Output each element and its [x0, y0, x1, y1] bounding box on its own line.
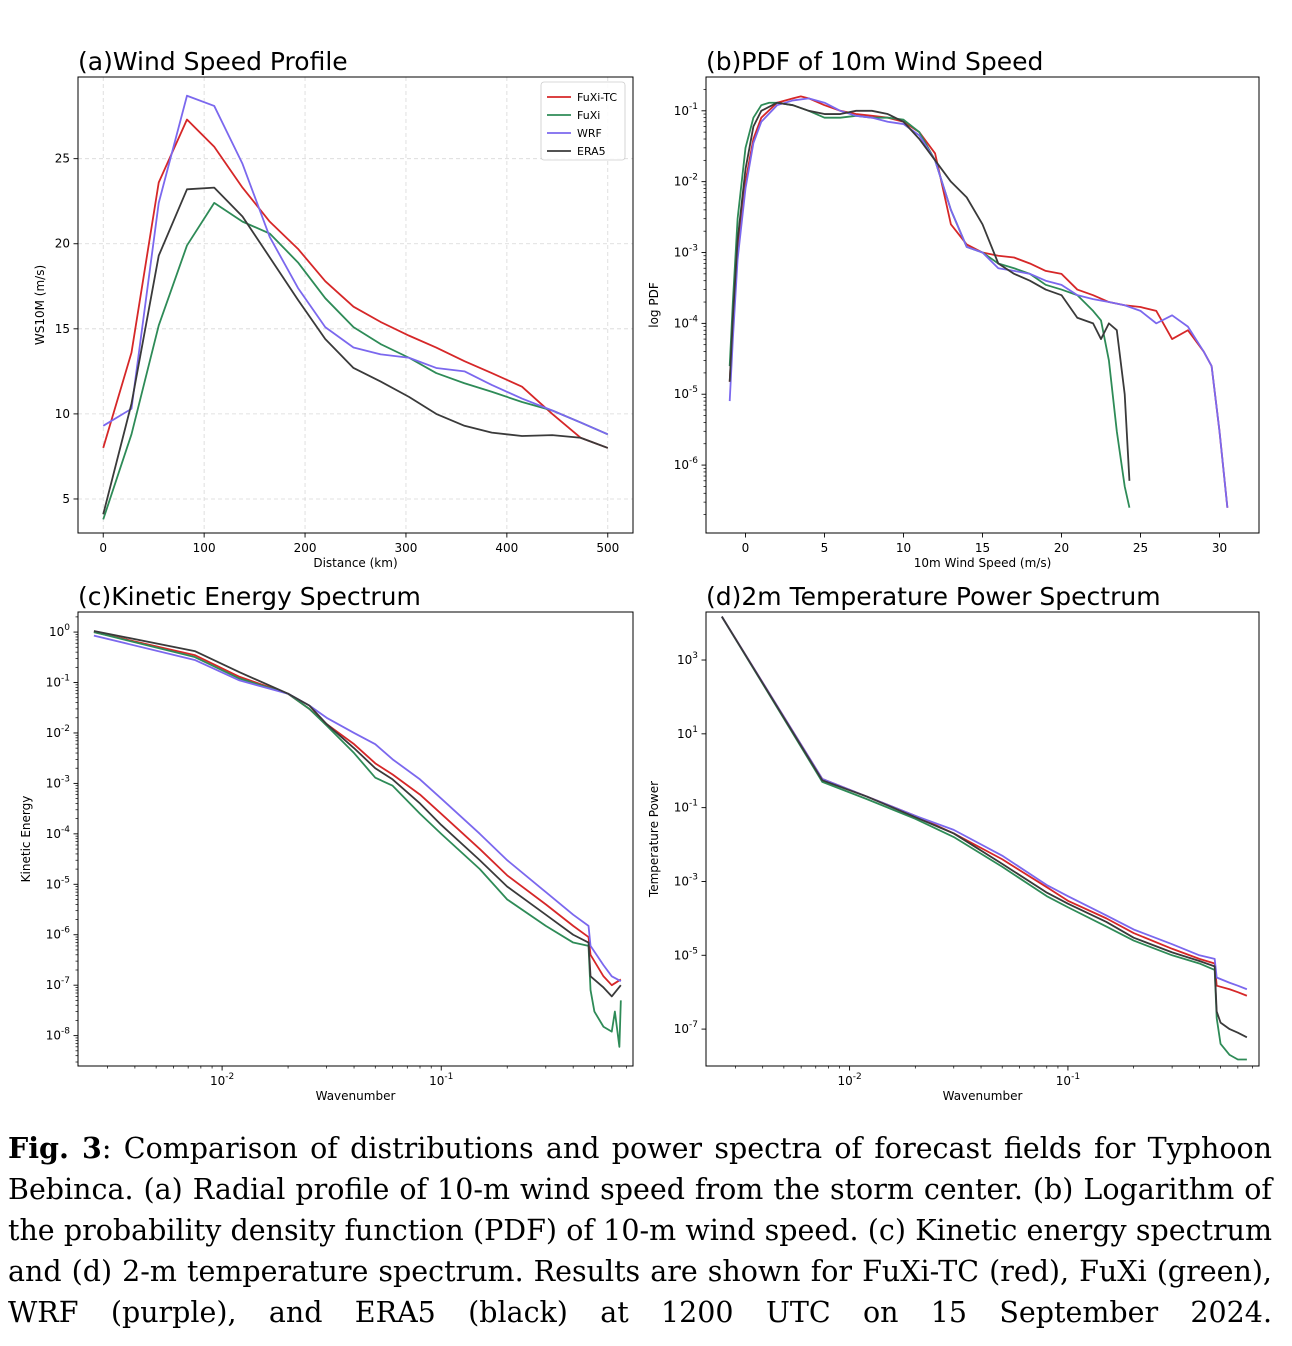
- panel-title-c: (c)Kinetic Energy Spectrum: [78, 582, 421, 611]
- legend-label-fuxi-tc: FuXi-TC: [577, 91, 617, 104]
- series-d-era5: [721, 616, 1248, 1039]
- xtick-label-d-1: 10-1: [1056, 1072, 1080, 1088]
- xtick-label-b-6: 30: [1212, 541, 1227, 555]
- series-d-fuxi-tc: [721, 616, 1248, 997]
- ytick-label-a-0: 5: [62, 492, 70, 506]
- ytick-label-c-8: 100: [49, 623, 70, 639]
- legend-box-a: [540, 81, 626, 161]
- series-c-fuxi: [93, 631, 622, 1048]
- series-d-fuxi: [721, 616, 1247, 1061]
- xtick-label-d-0: 10-2: [837, 1072, 861, 1088]
- ytick-label-c-3: 10-5: [46, 875, 70, 891]
- ytick-label-b-5: 10-1: [674, 102, 698, 118]
- xtick-label-b-2: 10: [896, 541, 911, 555]
- xtick-label-a-0: 0: [99, 541, 107, 555]
- ytick-label-b-0: 10-6: [674, 456, 699, 472]
- caption-text: : Comparison of distributions and power …: [8, 1132, 1272, 1329]
- legend-a: FuXi-TC FuXi WRF ERA5: [540, 81, 626, 161]
- ytick-label-a-4: 25: [55, 152, 70, 166]
- panel-a: (a)Wind Speed Profile 0 100 200 300 400 500 5 10…: [33, 47, 634, 570]
- xtick-label-a-1: 100: [193, 541, 216, 555]
- series-a-era5: [102, 186, 609, 515]
- plot-frame-b: [705, 76, 1260, 534]
- panel-title-b: (b)PDF of 10m Wind Speed: [706, 47, 1043, 76]
- xlabel-c: Wavenumber: [316, 1089, 396, 1103]
- ytick-label-d-4: 101: [677, 725, 698, 741]
- ytick-label-b-1: 10-5: [674, 385, 698, 401]
- ytick-label-c-5: 10-3: [46, 774, 70, 790]
- legend-label-era5: ERA5: [577, 145, 606, 158]
- xtick-label-b-5: 25: [1133, 541, 1148, 555]
- legend-label-fuxi: FuXi: [577, 109, 600, 122]
- plot-frame-d: [705, 611, 1260, 1067]
- ytick-label-b-4: 10-2: [674, 173, 698, 189]
- xtick-label-a-5: 500: [596, 541, 619, 555]
- ytick-label-d-2: 10-3: [674, 872, 698, 888]
- xtick-label-b-3: 15: [975, 541, 990, 555]
- ytick-label-c-1: 10-7: [46, 976, 70, 992]
- panel-title-d: (d)2m Temperature Power Spectrum: [706, 582, 1161, 611]
- xtick-label-c-0: 10-2: [210, 1072, 234, 1088]
- ytick-label-a-3: 20: [55, 237, 70, 251]
- ytick-label-d-1: 10-5: [674, 946, 698, 962]
- ylabel-a: WS10M (m/s): [33, 265, 47, 345]
- ytick-label-c-6: 10-2: [46, 724, 70, 740]
- ylabel-c: Kinetic Energy: [19, 796, 33, 883]
- xtick-label-b-0: 0: [742, 541, 750, 555]
- xlabel-a: Distance (km): [313, 556, 397, 570]
- figure: (a)Wind Speed Profile 0 100 200 300 400 500 5 10…: [19, 47, 1260, 1103]
- xtick-label-a-4: 400: [495, 541, 518, 555]
- ytick-label-a-2: 15: [55, 322, 70, 336]
- panel-b: (b)PDF of 10m Wind Speed 0 5 10 15 20 25 30 10-6…: [647, 47, 1260, 570]
- series-c-era5: [93, 630, 622, 998]
- series-b-fuxi-tc: [728, 95, 1229, 508]
- xlabel-b: 10m Wind Speed (m/s): [914, 556, 1052, 570]
- plot-frame-a: [77, 76, 634, 534]
- series-d-wrf: [721, 616, 1248, 991]
- ylabel-d: Temperature Power: [647, 781, 661, 898]
- xlabel-d: Wavenumber: [943, 1089, 1023, 1103]
- ytick-label-d-0: 10-7: [674, 1020, 698, 1036]
- ytick-label-b-3: 10-3: [674, 244, 698, 260]
- plot-frame-c: [77, 611, 634, 1067]
- ytick-label-c-4: 10-4: [46, 825, 71, 841]
- ytick-label-b-2: 10-4: [674, 314, 699, 330]
- ytick-label-c-2: 10-6: [46, 926, 71, 942]
- series-a-fuxi: [102, 202, 609, 520]
- panel-title-a: (a)Wind Speed Profile: [78, 47, 348, 76]
- xtick-label-b-4: 20: [1054, 541, 1069, 555]
- figure-caption: Fig. 3: Comparison of distributions and …: [8, 1128, 1272, 1333]
- ytick-label-a-1: 10: [55, 407, 70, 421]
- series-c-wrf: [93, 634, 622, 982]
- panel-c: (c)Kinetic Energy Spectrum 10-2 10-1 10-8 10…: [19, 582, 634, 1103]
- ytick-label-d-5: 103: [677, 651, 698, 667]
- series-a-fuxi-tc: [102, 118, 609, 449]
- ytick-label-d-3: 10-1: [674, 799, 698, 815]
- xtick-label-b-1: 5: [821, 541, 829, 555]
- xtick-label-a-2: 200: [294, 541, 317, 555]
- ylabel-b: log PDF: [647, 282, 661, 328]
- ytick-label-c-0: 10-8: [46, 1027, 71, 1043]
- series-b-fuxi: [728, 101, 1131, 508]
- series-b-era5: [728, 101, 1131, 481]
- xtick-label-a-3: 300: [395, 541, 418, 555]
- panel-d: (d)2m Temperature Power Spectrum 10-2 10-1…: [647, 582, 1260, 1103]
- caption-label: Fig. 3: [8, 1131, 102, 1165]
- xtick-label-c-1: 10-1: [429, 1072, 453, 1088]
- legend-label-wrf: WRF: [577, 127, 602, 140]
- series-c-fuxi-tc: [93, 631, 622, 987]
- series-a-wrf: [102, 94, 609, 436]
- ytick-label-c-7: 10-1: [46, 674, 70, 690]
- series-b-wrf: [728, 97, 1229, 508]
